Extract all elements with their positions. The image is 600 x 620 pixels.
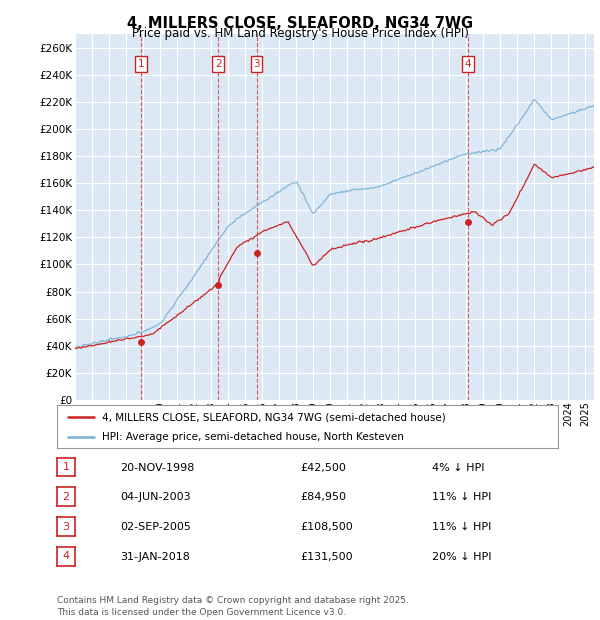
Text: 3: 3: [62, 521, 70, 531]
Text: 2: 2: [62, 492, 70, 502]
Text: Contains HM Land Registry data © Crown copyright and database right 2025.
This d: Contains HM Land Registry data © Crown c…: [57, 596, 409, 617]
Text: 20% ↓ HPI: 20% ↓ HPI: [432, 552, 491, 562]
Text: 3: 3: [253, 59, 260, 69]
Text: 11% ↓ HPI: 11% ↓ HPI: [432, 522, 491, 532]
Text: 4% ↓ HPI: 4% ↓ HPI: [432, 463, 485, 472]
Text: 4: 4: [464, 59, 471, 69]
Text: Price paid vs. HM Land Registry's House Price Index (HPI): Price paid vs. HM Land Registry's House …: [131, 27, 469, 40]
Text: 4, MILLERS CLOSE, SLEAFORD, NG34 7WG (semi-detached house): 4, MILLERS CLOSE, SLEAFORD, NG34 7WG (se…: [102, 412, 446, 422]
Text: 11% ↓ HPI: 11% ↓ HPI: [432, 492, 491, 502]
Text: 20-NOV-1998: 20-NOV-1998: [120, 463, 194, 472]
Text: 2: 2: [215, 59, 221, 69]
Text: HPI: Average price, semi-detached house, North Kesteven: HPI: Average price, semi-detached house,…: [102, 432, 404, 442]
Text: £108,500: £108,500: [300, 522, 353, 532]
Text: 02-SEP-2005: 02-SEP-2005: [120, 522, 191, 532]
Text: 1: 1: [138, 59, 145, 69]
Text: £84,950: £84,950: [300, 492, 346, 502]
Text: £131,500: £131,500: [300, 552, 353, 562]
Text: 4, MILLERS CLOSE, SLEAFORD, NG34 7WG: 4, MILLERS CLOSE, SLEAFORD, NG34 7WG: [127, 16, 473, 30]
Text: 1: 1: [62, 462, 70, 472]
Text: 04-JUN-2003: 04-JUN-2003: [120, 492, 191, 502]
Text: 4: 4: [62, 551, 70, 561]
Text: 31-JAN-2018: 31-JAN-2018: [120, 552, 190, 562]
Text: £42,500: £42,500: [300, 463, 346, 472]
